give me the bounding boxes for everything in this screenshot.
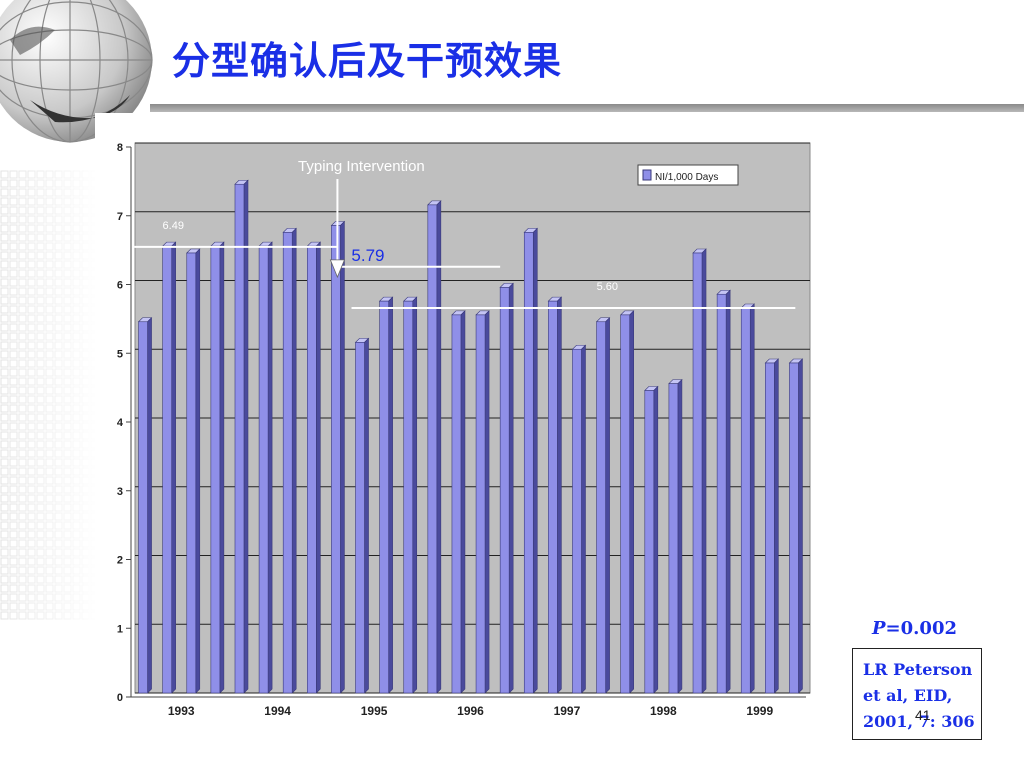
- citation-line-1: LR Peterson: [863, 660, 973, 679]
- p-value-number: =0.002: [885, 618, 957, 639]
- bar-side: [653, 385, 659, 694]
- slide-title: 分型确认后及干预效果: [172, 39, 563, 83]
- bar-side: [581, 344, 586, 694]
- bar: [475, 314, 486, 694]
- bar-side: [605, 317, 610, 694]
- bar: [451, 314, 462, 694]
- y-tick-label: 0: [117, 692, 123, 704]
- citation-box: LR Peterson et al, EID, 2001, 7: 306: [852, 648, 982, 740]
- bar-chart: 0 1 2 3 4 5 6 7 8 1993 1994 1995 1996 1997 1998 1999 NI/…: [117, 142, 811, 718]
- bar-side: [532, 227, 538, 694]
- bar: [596, 321, 606, 694]
- citation-line-2: et al, EID,: [863, 686, 953, 705]
- bar-side: [798, 358, 803, 694]
- slide-number: 41: [915, 707, 931, 723]
- bar-side: [316, 241, 321, 694]
- bar: [258, 245, 269, 694]
- y-tick-label: 5: [117, 348, 123, 360]
- bar: [210, 245, 221, 694]
- bar-side: [195, 248, 201, 694]
- legend-label: NI/1,000 Days: [655, 172, 718, 183]
- bar: [355, 342, 365, 694]
- x-tick-label: 1993: [168, 704, 195, 718]
- bar-side: [243, 179, 249, 694]
- bar-side: [677, 378, 683, 694]
- mean-label: 5.60: [597, 281, 618, 293]
- x-tick-label: 1998: [650, 704, 677, 718]
- bar: [548, 300, 558, 694]
- globe-logo-icon: [0, 0, 153, 143]
- y-tick-label: 2: [117, 555, 123, 567]
- bar-side: [774, 358, 779, 694]
- bar-side: [147, 317, 152, 694]
- y-tick-label: 1: [117, 623, 123, 635]
- bar-side: [219, 241, 225, 694]
- bar-side: [557, 296, 562, 694]
- bar-side: [629, 310, 634, 694]
- citation-line-3: 2001, 7: 306: [863, 712, 975, 731]
- bar-side: [340, 220, 345, 694]
- mean-label: 5.79: [351, 246, 384, 265]
- y-tick-label: 6: [117, 280, 123, 292]
- y-tick-label: 4: [117, 417, 124, 429]
- bar: [740, 307, 751, 694]
- bar-side: [749, 303, 755, 694]
- bar-side: [725, 289, 731, 694]
- x-tick-label: 1999: [746, 704, 773, 718]
- bar: [716, 293, 727, 694]
- p-value-symbol: P: [872, 618, 886, 639]
- bar: [765, 362, 775, 694]
- y-tick-label: 8: [117, 142, 123, 154]
- bar: [162, 245, 172, 694]
- intervention-label: Typing Intervention: [298, 158, 425, 175]
- bar-side: [267, 241, 273, 694]
- bar: [668, 383, 679, 694]
- bar: [499, 287, 510, 694]
- legend-box: [637, 164, 739, 186]
- bar-side: [291, 227, 297, 694]
- bar-side: [388, 296, 393, 694]
- bar-side: [436, 200, 442, 694]
- bar: [331, 225, 341, 694]
- intervention-arrowhead: [329, 259, 346, 279]
- bar-side: [460, 310, 466, 694]
- x-tick-label: 1995: [361, 704, 388, 718]
- bar-side: [171, 241, 176, 694]
- x-tick-label: 1996: [457, 704, 484, 718]
- bar: [379, 300, 389, 694]
- p-value: P=0.002: [872, 618, 957, 639]
- y-tick-label: 3: [117, 486, 123, 498]
- bar: [789, 362, 799, 694]
- bar: [138, 321, 148, 694]
- x-tick-label: 1994: [264, 704, 291, 718]
- legend-swatch: [642, 169, 652, 181]
- bar: [692, 252, 703, 694]
- decorative-grid-pattern: [0, 170, 100, 620]
- bar: [234, 183, 245, 694]
- bar: [403, 300, 414, 694]
- bar: [427, 204, 438, 694]
- mean-label: 6.49: [163, 220, 184, 232]
- bar-side: [364, 337, 369, 694]
- bar-side: [412, 296, 418, 694]
- header-divider: [150, 104, 1024, 112]
- y-tick-label: 7: [117, 211, 123, 223]
- bar: [644, 390, 655, 694]
- bar: [186, 252, 197, 694]
- bar: [620, 314, 630, 694]
- bar: [572, 348, 582, 694]
- bar-side: [701, 248, 707, 694]
- bar-side: [484, 310, 490, 694]
- bar: [523, 232, 534, 694]
- x-tick-label: 1997: [554, 704, 581, 718]
- bar: [282, 232, 293, 694]
- bar: [307, 245, 317, 694]
- bar-side: [508, 282, 514, 694]
